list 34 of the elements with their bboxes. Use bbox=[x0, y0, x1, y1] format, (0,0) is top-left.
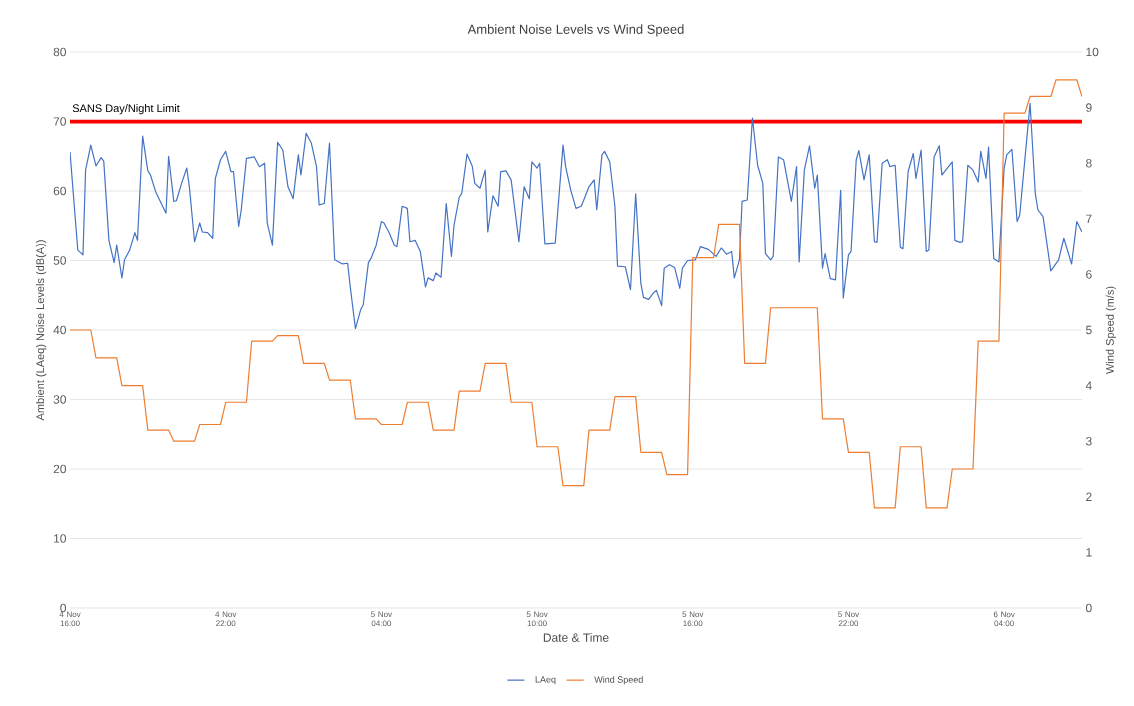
y2-tick-label: 3 bbox=[1085, 436, 1092, 446]
y2-tick-label: 7 bbox=[1086, 214, 1092, 223]
y2-axis-title: Wind Speed (m/s) bbox=[1105, 286, 1116, 374]
y-tick-label: 30 bbox=[53, 395, 67, 404]
y2-tick-label: 2 bbox=[1086, 492, 1092, 501]
x-tick-label: 4 Nov 22:00 bbox=[215, 611, 237, 627]
y-tick-label: 60 bbox=[53, 186, 67, 196]
y2-tick-label: 5 bbox=[1086, 325, 1092, 335]
y2-tick-label: 1 bbox=[1086, 548, 1092, 557]
y2-tick-label: 8 bbox=[1086, 158, 1092, 168]
legend-label: LAeq bbox=[535, 676, 556, 685]
y-tick-label: 0 bbox=[60, 603, 67, 613]
y2-tick-label: 10 bbox=[1086, 47, 1099, 57]
x-tick-label: 5 Nov 16:00 bbox=[682, 611, 704, 627]
y2-tick-label: 6 bbox=[1086, 270, 1092, 279]
y-tick-label: 40 bbox=[53, 325, 67, 335]
ref-line-label: SANS Day/Night Limit bbox=[72, 104, 180, 115]
y-tick-label: 50 bbox=[53, 256, 67, 265]
y-tick-label: 70 bbox=[53, 117, 67, 126]
x-tick-label: 5 Nov 04:00 bbox=[371, 611, 393, 627]
y-tick-label: 10 bbox=[54, 534, 67, 543]
y2-tick-label: 0 bbox=[1085, 603, 1092, 613]
x-tick-label: 5 Nov 22:00 bbox=[838, 611, 860, 627]
y2-tick-label: 4 bbox=[1085, 381, 1092, 390]
x-tick-label: 6 Nov 04:00 bbox=[993, 611, 1015, 627]
y-tick-label: 80 bbox=[53, 47, 67, 57]
x-axis-title: Date & Time bbox=[543, 633, 609, 642]
legend-label: Wind Speed bbox=[594, 676, 643, 685]
x-tick-label: 4 Nov 16:00 bbox=[59, 611, 81, 627]
y2-tick-label: 9 bbox=[1086, 103, 1092, 112]
y-tick-label: 20 bbox=[53, 464, 67, 474]
x-tick-label: 5 Nov 10:00 bbox=[526, 611, 548, 627]
chart-title: Ambient Noise Levels vs Wind Speed bbox=[467, 24, 684, 37]
y-axis-title: Ambient (LAeq) Noise Levels (dB(A)) bbox=[36, 240, 47, 421]
